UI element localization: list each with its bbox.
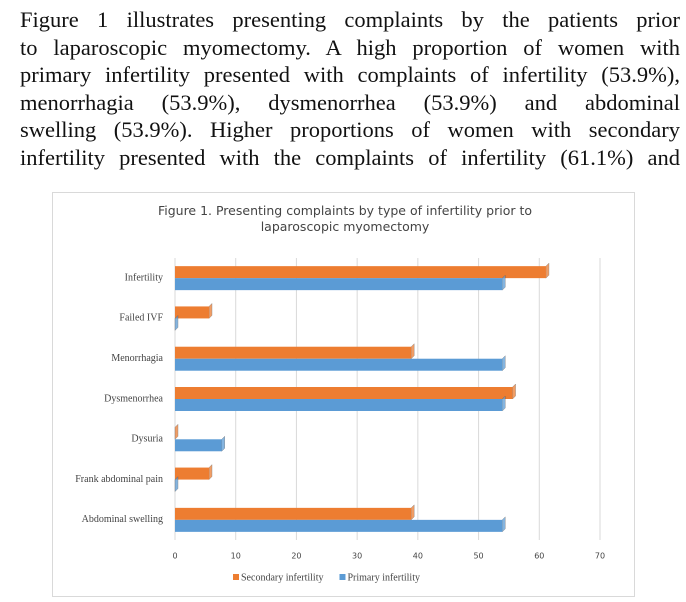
legend-swatch xyxy=(339,574,346,580)
paragraph: Figure 1 illustrates presenting complain… xyxy=(20,6,680,172)
y-tick-label: Dysmenorrhea xyxy=(104,393,163,404)
y-tick-label: Dysuria xyxy=(131,434,163,445)
bar-depth xyxy=(174,314,179,331)
x-tick-label: 0 xyxy=(172,552,177,561)
x-tick-label: 10 xyxy=(231,552,241,561)
text-line: Figure 1 illustrates presenting complain… xyxy=(20,7,680,32)
text-line: menorrhagia (53.9%), dysmenorrhea (53.9%… xyxy=(20,89,680,115)
x-tick-label: 20 xyxy=(291,552,301,561)
x-tick-label: 60 xyxy=(534,552,544,561)
bar xyxy=(175,519,503,532)
bar-depth xyxy=(208,302,213,319)
text-line: to laparoscopic myomectomy. A high propo… xyxy=(20,34,680,60)
legend-label: Primary infertility xyxy=(347,572,420,583)
legend-swatch xyxy=(233,574,239,580)
bar-depth xyxy=(410,504,415,521)
bar xyxy=(175,358,503,371)
y-tick-label: Infertility xyxy=(125,272,163,283)
bar xyxy=(175,507,412,520)
x-tick-label: 50 xyxy=(473,552,483,561)
bar xyxy=(175,346,412,359)
x-tick-label: 40 xyxy=(413,552,423,561)
legend-label: Secondary infertility xyxy=(241,572,323,583)
y-tick-label: Frank abdominal pain xyxy=(75,474,163,485)
bar-depth xyxy=(502,516,506,533)
bar-depth xyxy=(208,464,213,481)
bar-depth xyxy=(174,476,179,493)
chart-title: Figure 1. Presenting complaints by type … xyxy=(157,203,533,234)
bar-depth xyxy=(410,343,415,360)
y-tick-label: Failed IVF xyxy=(119,313,163,324)
x-tick-label: 70 xyxy=(595,552,605,561)
bar xyxy=(175,467,209,480)
bar-depth xyxy=(545,262,550,279)
bar xyxy=(175,399,503,411)
bar xyxy=(175,278,503,291)
bar-depth xyxy=(512,383,516,400)
chart-frame xyxy=(52,192,635,597)
bar xyxy=(175,306,209,319)
bar-depth xyxy=(174,423,179,440)
bar xyxy=(175,439,222,452)
bar xyxy=(175,266,546,279)
bar xyxy=(175,387,513,399)
y-tick-label: Menorrhagia xyxy=(111,353,163,364)
text-line: primary infertility presented with compl… xyxy=(20,62,680,88)
text-line: infertility presented with the complaint… xyxy=(20,144,680,170)
bar-depth xyxy=(221,435,225,452)
text-line: swelling (53.9%). Higher proportions of … xyxy=(20,117,680,143)
x-tick-label: 30 xyxy=(352,552,362,561)
bar-depth xyxy=(502,355,506,372)
y-tick-label: Abdominal swelling xyxy=(82,514,163,525)
